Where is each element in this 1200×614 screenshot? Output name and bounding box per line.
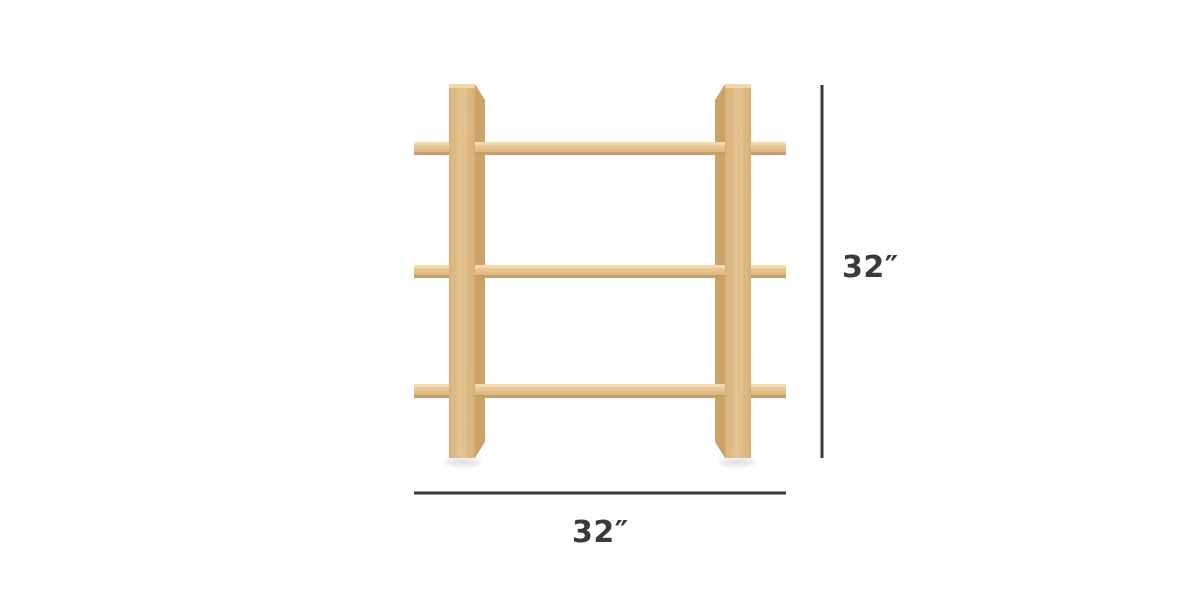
shelf-middle <box>414 265 786 278</box>
wood-grain <box>454 89 746 453</box>
width-dimension-label: 32″ <box>572 515 629 550</box>
shelf-top <box>414 142 786 155</box>
height-dimension-label: 32″ <box>842 250 899 285</box>
right-upright-shadow <box>719 458 755 466</box>
right-upright-front <box>725 140 751 401</box>
shelf-bottom <box>414 384 786 398</box>
left-upright-front <box>449 140 475 401</box>
left-upright-shadow <box>445 458 481 466</box>
